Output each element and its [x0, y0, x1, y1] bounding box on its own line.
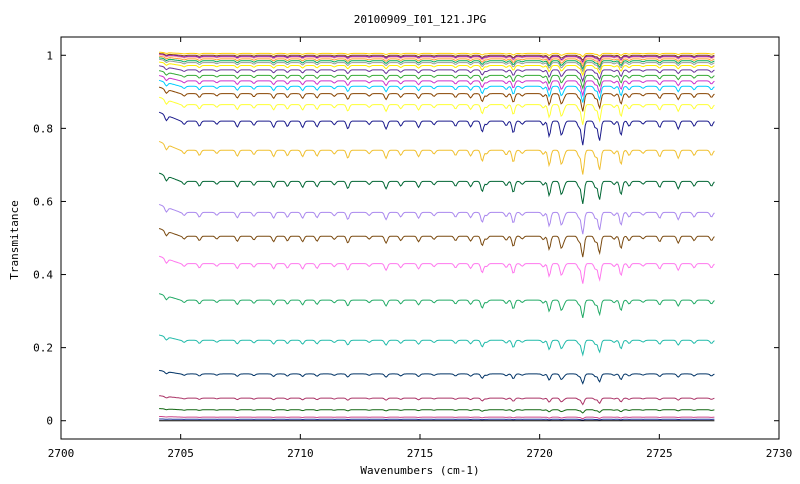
x-tick-label: 2705 — [167, 447, 194, 460]
x-tick-label: 2720 — [526, 447, 553, 460]
x-tick-label: 2710 — [287, 447, 314, 460]
series-layer — [158, 51, 715, 422]
y-tick-label: 0.8 — [33, 122, 53, 135]
series-line — [159, 395, 715, 406]
series-line — [159, 53, 715, 63]
series-line — [159, 53, 715, 61]
series-line — [159, 408, 715, 414]
y-tick-label: 0.2 — [33, 342, 53, 355]
series-line — [158, 65, 715, 83]
series-line — [159, 54, 715, 65]
y-tick-label: 0 — [46, 415, 53, 428]
x-tick-label: 2725 — [646, 447, 673, 460]
plot-frame — [60, 36, 780, 440]
series-line — [159, 416, 715, 420]
series-line — [158, 111, 715, 146]
series-line — [159, 369, 715, 385]
x-tick-label: 2700 — [48, 447, 75, 460]
series-line — [159, 58, 715, 73]
series-line — [158, 86, 715, 112]
series-line — [158, 79, 715, 103]
series-line — [158, 172, 715, 204]
series-line — [158, 203, 715, 235]
series-line — [158, 70, 715, 91]
series-line — [159, 57, 715, 70]
chart-title: 20100909_I01_121.JPG — [354, 13, 486, 26]
series-line — [159, 418, 715, 421]
series-line — [159, 61, 715, 77]
series-line — [158, 228, 715, 258]
y-tick-label: 0.6 — [33, 195, 53, 208]
series-line — [158, 140, 715, 175]
x-tick-label: 2730 — [766, 447, 793, 460]
y-tick-label: 0.4 — [33, 269, 53, 282]
y-tick-label: 1 — [46, 49, 53, 62]
series-line — [158, 334, 715, 357]
x-axis-title: Wavenumbers (cm-1) — [360, 464, 479, 477]
series-line — [159, 51, 715, 58]
series-line — [158, 75, 715, 98]
series-line — [159, 55, 715, 68]
ticks-layer: 2700 2705 2710 2715 2720 2725 2730 0 0.2 0.4 0.6 0.… — [33, 37, 792, 460]
series-line — [158, 293, 715, 319]
x-tick-label: 2715 — [407, 447, 434, 460]
series-line — [158, 96, 715, 125]
y-axis-title: Transmitance — [8, 200, 21, 279]
series-line — [158, 255, 715, 284]
